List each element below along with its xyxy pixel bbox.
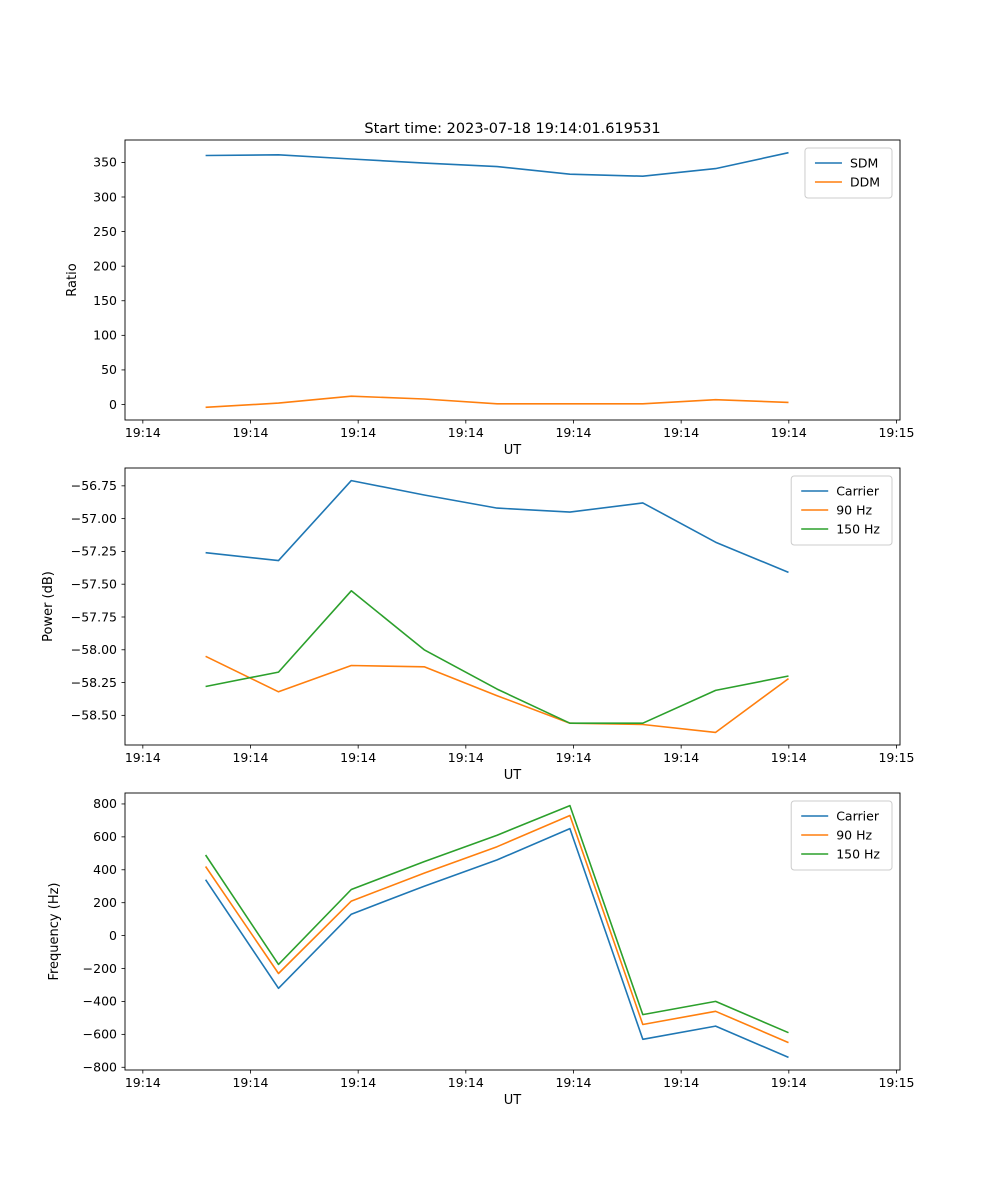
legend-box	[804, 147, 893, 199]
y-tick-label: −600	[83, 1027, 117, 1042]
series-line-150-hz	[205, 589, 789, 725]
legend-label: Carrier	[836, 483, 880, 498]
x-tick-label: 19:14	[125, 425, 161, 440]
plot-border	[124, 792, 901, 1071]
y-tick-label: −58.25	[71, 675, 117, 690]
y-tick-label: −57.50	[71, 577, 117, 592]
x-axis-label: UT	[504, 443, 522, 458]
x-tick-label: 19:14	[771, 750, 807, 765]
chart-ratio: 19:14 19:14 19:14 19:14 19:14 19:14 19:14 19:15…	[65, 139, 914, 458]
x-tick-label: 19:14	[232, 1075, 268, 1090]
y-tick-label: −57.75	[71, 609, 117, 624]
y-tick-label: −58.50	[71, 708, 117, 723]
legend: Carrier 90 Hz 150 Hz	[790, 800, 893, 871]
x-tick-label: 19:14	[232, 750, 268, 765]
x-tick-label: 19:14	[771, 1075, 807, 1090]
y-tick-label: 800	[93, 796, 117, 811]
y-tick-label: −200	[83, 961, 117, 976]
plot-border	[124, 139, 901, 421]
y-axis-label: Frequency (Hz)	[47, 882, 62, 980]
x-tick-label: 19:15	[878, 1075, 914, 1090]
x-tick-label: 19:14	[663, 750, 699, 765]
y-axis-label: Power (dB)	[41, 571, 56, 642]
chart-frequency: 19:14 19:14 19:14 19:14 19:14 19:14 19:14 19:15…	[47, 792, 914, 1108]
y-tick-label: −57.25	[71, 544, 117, 559]
x-axis-label: UT	[504, 768, 522, 783]
legend-box	[790, 475, 893, 546]
y-tick-label: 600	[93, 829, 117, 844]
x-tick-label: 19:14	[232, 425, 268, 440]
y-tick-label: −800	[83, 1060, 117, 1075]
legend-label: 150 Hz	[836, 846, 880, 861]
series-line-carrier	[205, 479, 789, 574]
x-tick-label: 19:15	[878, 750, 914, 765]
legend: SDM DDM	[804, 147, 893, 199]
series-line-90-hz	[204, 814, 789, 1044]
series-line-150-hz	[204, 804, 789, 1034]
y-tick-label: −58.00	[71, 642, 117, 657]
x-tick-label: 19:14	[555, 1075, 591, 1090]
figure-title: Start time: 2023-07-18 19:14:01.619531	[364, 121, 661, 137]
legend-label: SDM	[850, 155, 878, 170]
x-tick-label: 19:14	[448, 1075, 484, 1090]
x-tick-label: 19:14	[340, 750, 376, 765]
x-tick-label: 19:15	[878, 425, 914, 440]
series-line-90-hz	[205, 655, 789, 734]
series-line-carrier	[204, 827, 789, 1059]
legend: Carrier 90 Hz 150 Hz	[790, 475, 893, 546]
y-axis-label: Ratio	[65, 263, 80, 296]
y-tick-label: 50	[101, 362, 117, 377]
legend-label: Carrier	[836, 808, 880, 823]
y-tick-label: −56.75	[71, 478, 117, 493]
legend-box	[790, 800, 893, 871]
x-tick-label: 19:14	[340, 1075, 376, 1090]
x-axis-label: UT	[504, 1093, 522, 1108]
y-tick-label: −400	[83, 994, 117, 1009]
series-line-ddm	[205, 395, 789, 409]
y-tick-label: 200	[93, 258, 117, 273]
x-tick-label: 19:14	[340, 425, 376, 440]
y-tick-label: 250	[93, 224, 117, 239]
x-tick-label: 19:14	[555, 425, 591, 440]
y-tick-label: 400	[93, 862, 117, 877]
y-tick-label: 200	[93, 895, 117, 910]
plot-border	[124, 467, 901, 746]
y-tick-label: 0	[109, 928, 117, 943]
chart-power: 19:14 19:14 19:14 19:14 19:14 19:14 19:14 19:15…	[41, 467, 914, 783]
legend-label: 90 Hz	[836, 827, 872, 842]
x-tick-label: 19:14	[448, 425, 484, 440]
x-tick-label: 19:14	[125, 750, 161, 765]
x-tick-label: 19:14	[771, 425, 807, 440]
legend-label: 90 Hz	[836, 502, 872, 517]
x-tick-label: 19:14	[555, 750, 591, 765]
y-tick-label: 300	[93, 189, 117, 204]
y-tick-label: 350	[93, 155, 117, 170]
x-tick-label: 19:14	[125, 1075, 161, 1090]
x-tick-label: 19:14	[663, 1075, 699, 1090]
legend-label: DDM	[850, 174, 880, 189]
legend-label: 150 Hz	[836, 521, 880, 536]
x-tick-label: 19:14	[663, 425, 699, 440]
x-tick-label: 19:14	[448, 750, 484, 765]
y-tick-label: 0	[109, 397, 117, 412]
y-tick-label: −57.00	[71, 511, 117, 526]
series-line-sdm	[205, 151, 789, 177]
y-tick-label: 100	[93, 328, 117, 343]
y-tick-label: 150	[93, 293, 117, 308]
